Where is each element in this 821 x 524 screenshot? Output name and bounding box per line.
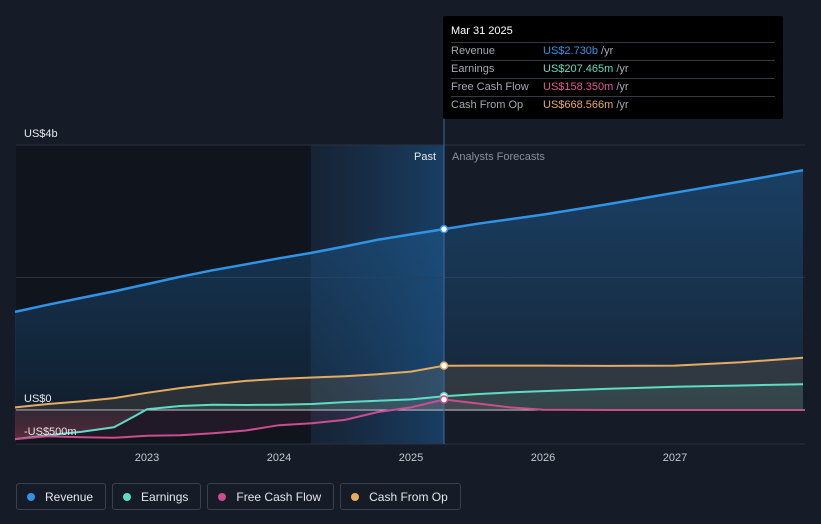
- legend-item-free-cash-flow[interactable]: Free Cash Flow: [207, 483, 335, 510]
- legend-label: Revenue: [45, 489, 94, 504]
- y-tick-label: -US$500m: [24, 426, 77, 438]
- tooltip: Mar 31 2025 Revenue US$2.730b /yr Earnin…: [443, 16, 783, 119]
- tooltip-unit: /yr: [616, 99, 629, 111]
- earnings-dot-icon: [123, 492, 132, 501]
- cash-from-op-area: [15, 357, 803, 410]
- tooltip-value: US$668.566m: [543, 99, 614, 111]
- revenue-marker: [439, 224, 449, 234]
- revenue-dot-icon: [27, 492, 35, 501]
- x-tick-label: 2024: [267, 452, 291, 464]
- earnings-area: [15, 384, 803, 440]
- legend-item-cash-from-op[interactable]: Cash From Op: [340, 483, 461, 510]
- x-tick-label: 2023: [135, 452, 159, 464]
- free-cash-flow-line: [14, 398, 803, 441]
- tooltip-unit: /yr: [616, 81, 629, 93]
- tooltip-value: US$207.465m: [543, 63, 614, 75]
- tooltip-label: Free Cash Flow: [451, 81, 529, 93]
- loss-area: [15, 410, 147, 440]
- x-tick-label: 2026: [531, 452, 555, 464]
- legend-label: Cash From Op: [369, 489, 448, 504]
- y-tick-label: US$4b: [24, 128, 58, 140]
- x-tick-label: 2027: [663, 452, 687, 464]
- tooltip-row-revenue: Revenue US$2.730b /yr: [451, 42, 775, 60]
- y-tick-label: US$0: [24, 393, 52, 405]
- past-label: Past: [414, 151, 436, 163]
- legend-label: Earnings: [141, 489, 189, 504]
- tooltip-unit: /yr: [616, 63, 629, 75]
- tooltip-value: US$158.350m: [543, 81, 614, 93]
- free-cash-flow-marker: [439, 395, 449, 404]
- tooltip-value: US$2.730b: [543, 45, 599, 57]
- cash-from-op-line: [14, 356, 804, 409]
- cash-from-op-dot-icon: [351, 492, 360, 501]
- legend-label: Free Cash Flow: [236, 489, 322, 504]
- free-cash-flow-area: [15, 399, 803, 440]
- tooltip-unit: /yr: [601, 45, 614, 57]
- tooltip-date: Mar 31 2025: [451, 25, 513, 37]
- revenue-line: [14, 168, 804, 314]
- tooltip-row-cash-from-op: Cash From Op US$668.566m /yr: [451, 96, 775, 114]
- tooltip-row-earnings: Earnings US$207.465m /yr: [451, 60, 775, 78]
- free-cash-flow-dot-icon: [218, 492, 227, 501]
- cash-from-op-marker: [439, 361, 449, 370]
- tooltip-label: Cash From Op: [451, 99, 524, 111]
- legend-item-revenue[interactable]: Revenue: [16, 483, 107, 510]
- tooltip-label: Revenue: [451, 45, 496, 57]
- tooltip-row-free-cash-flow: Free Cash Flow US$158.350m /yr: [451, 78, 775, 96]
- forecast-label: Analysts Forecasts: [452, 151, 545, 163]
- earnings-line: [14, 383, 804, 441]
- legend-item-earnings[interactable]: Earnings: [112, 483, 202, 510]
- revenue-area: [15, 170, 803, 410]
- x-tick-label: 2025: [399, 452, 423, 464]
- legend: Revenue Earnings Free Cash Flow Cash Fro…: [16, 483, 461, 510]
- tooltip-label: Earnings: [451, 63, 495, 75]
